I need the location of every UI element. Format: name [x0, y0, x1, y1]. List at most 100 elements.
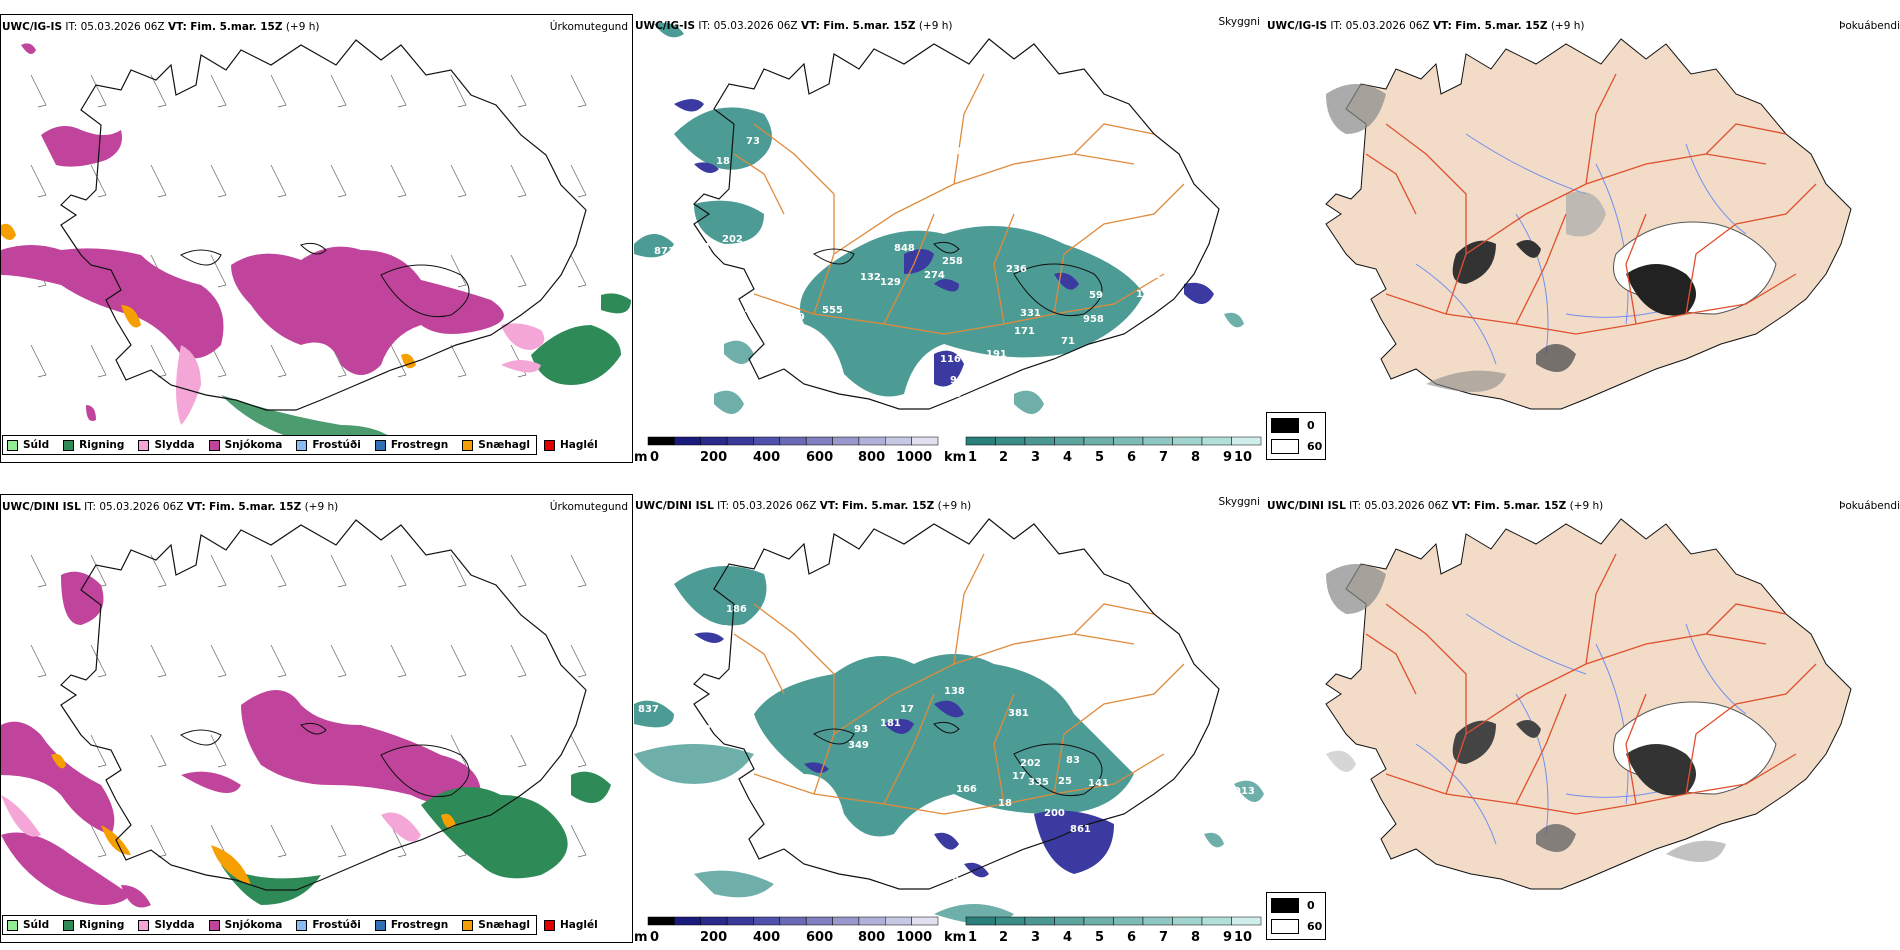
vis-label: 18 [998, 798, 1012, 809]
vis-label: 124 [802, 343, 823, 354]
colorbar-swatch [1201, 436, 1232, 446]
vis-label: 236 [1006, 264, 1027, 275]
colorbar-swatch [1172, 436, 1203, 446]
visibility-areas [634, 566, 1264, 924]
visibility-panel-top: 871 150 202 73 18 758 848 132 129 274 25… [634, 14, 1266, 464]
panel-title: Skyggni [1218, 496, 1261, 508]
colorbar-swatch [779, 436, 807, 446]
vis-label: 59 [1089, 290, 1103, 301]
colorbar-tick: 10 [1234, 930, 1253, 944]
colorbar-tick: 6 [1127, 450, 1137, 464]
vis-label: 171 [1014, 326, 1035, 337]
fog-key-row: 60 [1271, 439, 1322, 454]
vis-label: 274 [924, 270, 945, 281]
colorbar-tick: 600 [806, 450, 834, 464]
legend-swatch [138, 919, 150, 931]
visibility-colorbar: m 0 200 400 600 800 1000 km 1 2 3 4 5 6 … [634, 436, 1266, 464]
vis-label: 191 [986, 349, 1007, 360]
colorbar-tick: 6 [1127, 930, 1137, 944]
legend-item: Frostúði [296, 919, 361, 931]
colorbar-swatch [858, 916, 886, 926]
vis-label: 186 [726, 604, 747, 615]
panel-title: Úrkomutegund [549, 21, 628, 33]
fog-areas [1326, 84, 1777, 392]
legend-swatch [208, 919, 220, 931]
colorbar-tick: 0 [650, 930, 660, 944]
colorbar-swatch [753, 436, 781, 446]
legend-item: Slydda [138, 919, 195, 931]
colorbar-swatch [1231, 436, 1262, 446]
vis-label: 87 [714, 624, 728, 635]
vis-label: 258 [942, 256, 963, 267]
colorbar-swatch [1142, 436, 1173, 446]
vis-label: 381 [1008, 708, 1029, 719]
vis-label: 202 [1020, 758, 1041, 769]
vis-label: 16 [1136, 289, 1150, 300]
legend-item: Snjókoma [208, 919, 282, 931]
colorbar-swatch [1113, 916, 1144, 926]
colorbar-tick: 1000 [896, 930, 933, 944]
vis-label: 25 [1058, 776, 1072, 787]
colorbar-swatch [858, 436, 886, 446]
vis-label: 181 [940, 798, 961, 809]
precip-areas [1, 43, 631, 450]
colorbar-swatch [753, 916, 781, 926]
colorbar-swatch [1083, 436, 1114, 446]
colorbar-tick: 8 [1191, 450, 1201, 464]
colorbar-tick: 200 [700, 930, 728, 944]
panel-header: UWC/IG-IS IT: 05.03.2026 06Z VT: Fim. 5.… [1267, 20, 1585, 32]
visibility-areas [634, 22, 1244, 414]
vis-label: 871 [654, 246, 675, 257]
vis-label: 181 [880, 718, 901, 729]
colorbar-swatch [1142, 916, 1173, 926]
colorbar-km-unit: km [944, 450, 967, 464]
panel-title: Þokuábendi [1839, 500, 1900, 512]
colorbar-swatch [1201, 916, 1232, 926]
vis-label: 848 [894, 243, 915, 254]
colorbar-swatch [674, 436, 701, 446]
legend-swatch [462, 439, 474, 451]
legend-item: Haglél [543, 439, 598, 451]
vis-label: 555 [822, 305, 843, 316]
colorbar-tick: 600 [806, 930, 834, 944]
precip-type-panel-bottom: UWC/DINI ISL IT: 05.03.2026 06Z VT: Fim.… [0, 494, 633, 943]
colorbar-swatch [1054, 436, 1085, 446]
vis-label: 83 [1066, 755, 1080, 766]
precip-legend: Súld Rigning Slydda Snjókoma Frostúði Fr… [2, 435, 598, 455]
colorbar-swatch [779, 916, 807, 926]
legend-swatch [543, 439, 555, 451]
precip-areas [1, 571, 611, 908]
vis-label: 78 [914, 866, 928, 877]
vis-label: 49 [948, 389, 962, 400]
vis-label: 913 [1234, 786, 1255, 797]
colorbar-tick: 9 [1223, 450, 1233, 464]
fog-key-white-swatch [1271, 439, 1299, 454]
vis-label: 99 [950, 375, 964, 386]
vis-label: 166 [956, 784, 977, 795]
visibility-labels: 837 982 186 87 138 181 17 93 349 381 202… [638, 604, 1255, 883]
colorbar-swatch [965, 436, 996, 446]
vis-label: 869 [784, 312, 805, 323]
vis-label: 837 [638, 704, 659, 715]
fog-panel-top: UWC/IG-IS IT: 05.03.2026 06Z VT: Fim. 5.… [1266, 14, 1900, 464]
colorbar-swatch [911, 436, 939, 446]
iceland-map-visibility-bottom: 837 982 186 87 138 181 17 93 349 381 202… [634, 494, 1264, 924]
legend-item: Snæhagl [462, 439, 530, 451]
fog-panel-bottom: UWC/DINI ISL IT: 05.03.2026 06Z VT: Fim.… [1266, 494, 1900, 944]
iceland-map-visibility-top: 871 150 202 73 18 758 848 132 129 274 25… [634, 22, 1244, 414]
colorbar-swatch [700, 916, 728, 926]
legend-swatch [138, 439, 150, 451]
colorbar-tick: 0 [650, 450, 660, 464]
legend-swatch [462, 919, 474, 931]
colorbar-swatch [911, 916, 939, 926]
colorbar-swatch [832, 436, 860, 446]
colorbar-tick: 4 [1063, 450, 1073, 464]
colorbar-tick: 200 [700, 450, 728, 464]
vis-label: 798 [764, 308, 785, 319]
legend-item: Rigning [63, 439, 124, 451]
legend-swatch [7, 919, 18, 931]
vis-label: 335 [1028, 777, 1049, 788]
colorbar-swatch [885, 436, 912, 446]
colorbar-swatch [995, 436, 1026, 446]
colorbar-swatch [805, 436, 833, 446]
